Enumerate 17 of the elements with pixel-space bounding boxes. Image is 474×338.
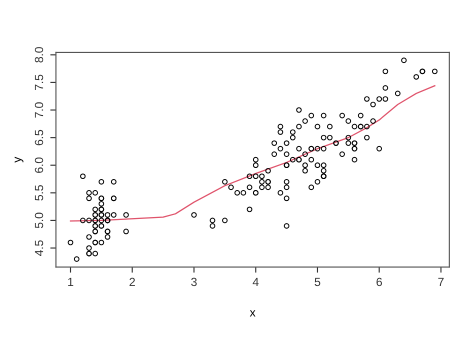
x-axis-title: x: [250, 310, 256, 316]
y-tick-label: 6.5: [34, 130, 44, 146]
x-tick-label: 2: [130, 278, 135, 286]
y-axis-title: y: [14, 156, 24, 163]
y-tick-label: 7.5: [34, 74, 44, 90]
x-tick-label: 1: [68, 278, 74, 286]
y-tick-label: 6.0: [34, 157, 44, 173]
y-tick-label: 8.0: [34, 47, 44, 63]
y-tick-label: 7.0: [34, 102, 44, 118]
y-tick-label: 5.0: [34, 212, 44, 228]
x-tick-label: 6: [376, 278, 382, 286]
y-tick-label: 4.5: [34, 240, 44, 256]
x-tick-label: 4: [252, 278, 259, 286]
x-tick-label: 7: [438, 278, 444, 286]
x-tick-label: 5: [314, 278, 320, 286]
x-tick-label: 3: [191, 278, 197, 286]
y-tick-label: 5.5: [34, 185, 44, 201]
